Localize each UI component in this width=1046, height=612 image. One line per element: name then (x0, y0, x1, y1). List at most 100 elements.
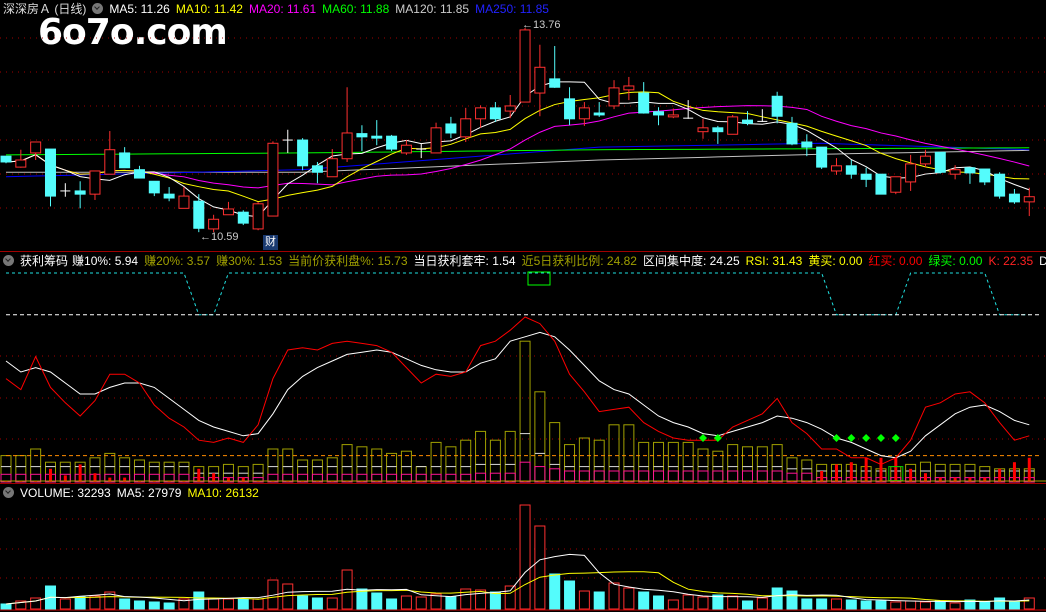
olive-bar (756, 446, 768, 483)
olive-bar (801, 459, 813, 483)
candle-body (252, 203, 264, 230)
ma10-line (5, 91, 1030, 203)
volume-bar (682, 594, 694, 610)
candle-body (371, 135, 383, 139)
volume-value: VOLUME: 32293 (20, 486, 111, 500)
red-signal-bar (1012, 462, 1016, 482)
candle-body (845, 165, 857, 175)
volume-bar (830, 598, 842, 610)
pink-bar (727, 470, 739, 483)
d-value: D: (1039, 254, 1046, 268)
volume-ma5-line (5, 553, 1030, 605)
candle-body (727, 116, 739, 135)
red-signal-bar (953, 477, 957, 482)
indicator-name: 获利筹码 (20, 254, 69, 268)
olive-bar (786, 457, 798, 483)
olive-bar (326, 457, 338, 483)
candle-body (742, 119, 753, 124)
volume-bar (311, 597, 323, 610)
red-signal-bar (894, 457, 898, 482)
ma5-label: MA5: 11.26 (109, 2, 170, 16)
volume-ma10-value: MA10: 26132 (187, 486, 259, 500)
candle-body (1023, 196, 1035, 203)
ma20-line (5, 105, 1030, 189)
volume-bar (638, 591, 650, 610)
earn30-value: 赚30%: 1.53 (216, 254, 283, 268)
red-signal-bar (78, 464, 82, 482)
olive-bar (593, 439, 605, 483)
candle-body (771, 95, 783, 117)
candle-body (148, 180, 160, 194)
pink-bar (742, 470, 753, 483)
volume-bar (608, 582, 620, 610)
candle-body (119, 152, 131, 169)
red-signal-bar (123, 477, 127, 482)
chevron-down-icon[interactable] (3, 255, 14, 266)
candle-body (356, 133, 368, 138)
finance-marker[interactable]: 财 (263, 235, 278, 250)
pink-bar (712, 470, 724, 483)
candle-body (133, 169, 145, 179)
volume-bar (742, 600, 753, 610)
volume-bar (549, 573, 561, 610)
candle-body (934, 151, 946, 173)
red-signal-bar (834, 464, 838, 482)
olive-bar (682, 441, 694, 483)
earn20-value: 赚20%: 3.57 (144, 254, 211, 268)
olive-bar (311, 459, 323, 483)
volume-bar (371, 592, 383, 610)
red-signal-bar (212, 473, 216, 482)
volume-bar (89, 595, 101, 610)
volume-bar (415, 596, 427, 610)
chevron-down-icon[interactable] (3, 487, 14, 498)
olive-bar (771, 444, 783, 483)
candle-body (875, 173, 887, 195)
volume-bar (905, 600, 917, 610)
olive-bar (727, 444, 739, 483)
green-diamond (713, 434, 722, 442)
volume-bar (519, 504, 531, 610)
volume-bar (193, 591, 205, 610)
chevron-down-icon[interactable] (92, 3, 104, 14)
candle-body (430, 127, 442, 154)
red-signal-bar (241, 477, 245, 482)
candle-body (44, 148, 56, 197)
candle-body (445, 123, 457, 134)
candle-body (549, 78, 561, 88)
candle-body (949, 169, 961, 175)
olive-bar (356, 446, 368, 483)
candle-body (593, 112, 605, 116)
ma60-label: MA60: 11.88 (322, 2, 390, 16)
low-price-label: ←10.59 (200, 231, 239, 243)
candle-body (15, 159, 27, 168)
concentration-value: 区间集中度: 24.25 (642, 254, 740, 268)
red-signal-bar (983, 477, 987, 482)
pink-bar (534, 466, 546, 483)
volume-bar (1008, 601, 1020, 610)
volume-header: VOLUME: 32293 MA5: 27979 MA10: 26132 (3, 485, 265, 501)
volume-bar (712, 594, 724, 610)
candle-body (489, 107, 501, 120)
pink-bar (638, 470, 650, 483)
volume-bar (979, 601, 991, 610)
volume-bar (430, 593, 442, 610)
olive-bar (445, 446, 457, 483)
volume-bar (400, 595, 412, 610)
candle-body (964, 167, 976, 174)
candle-body (208, 218, 220, 230)
candle-body (801, 141, 813, 148)
red-signal-bar (909, 468, 913, 482)
candle-body (341, 132, 353, 160)
panel-divider (0, 251, 1046, 252)
rsi-value: RSI: 31.43 (745, 254, 803, 268)
volume-bar (445, 596, 457, 610)
volume-bar (326, 597, 338, 610)
red-signal-bar (820, 471, 824, 482)
volume-bar (163, 602, 175, 610)
red-signal-bar (998, 468, 1002, 482)
candle-body (830, 165, 842, 172)
olive-bar (460, 439, 472, 483)
candle-body (816, 146, 828, 168)
candle-body (578, 107, 590, 120)
